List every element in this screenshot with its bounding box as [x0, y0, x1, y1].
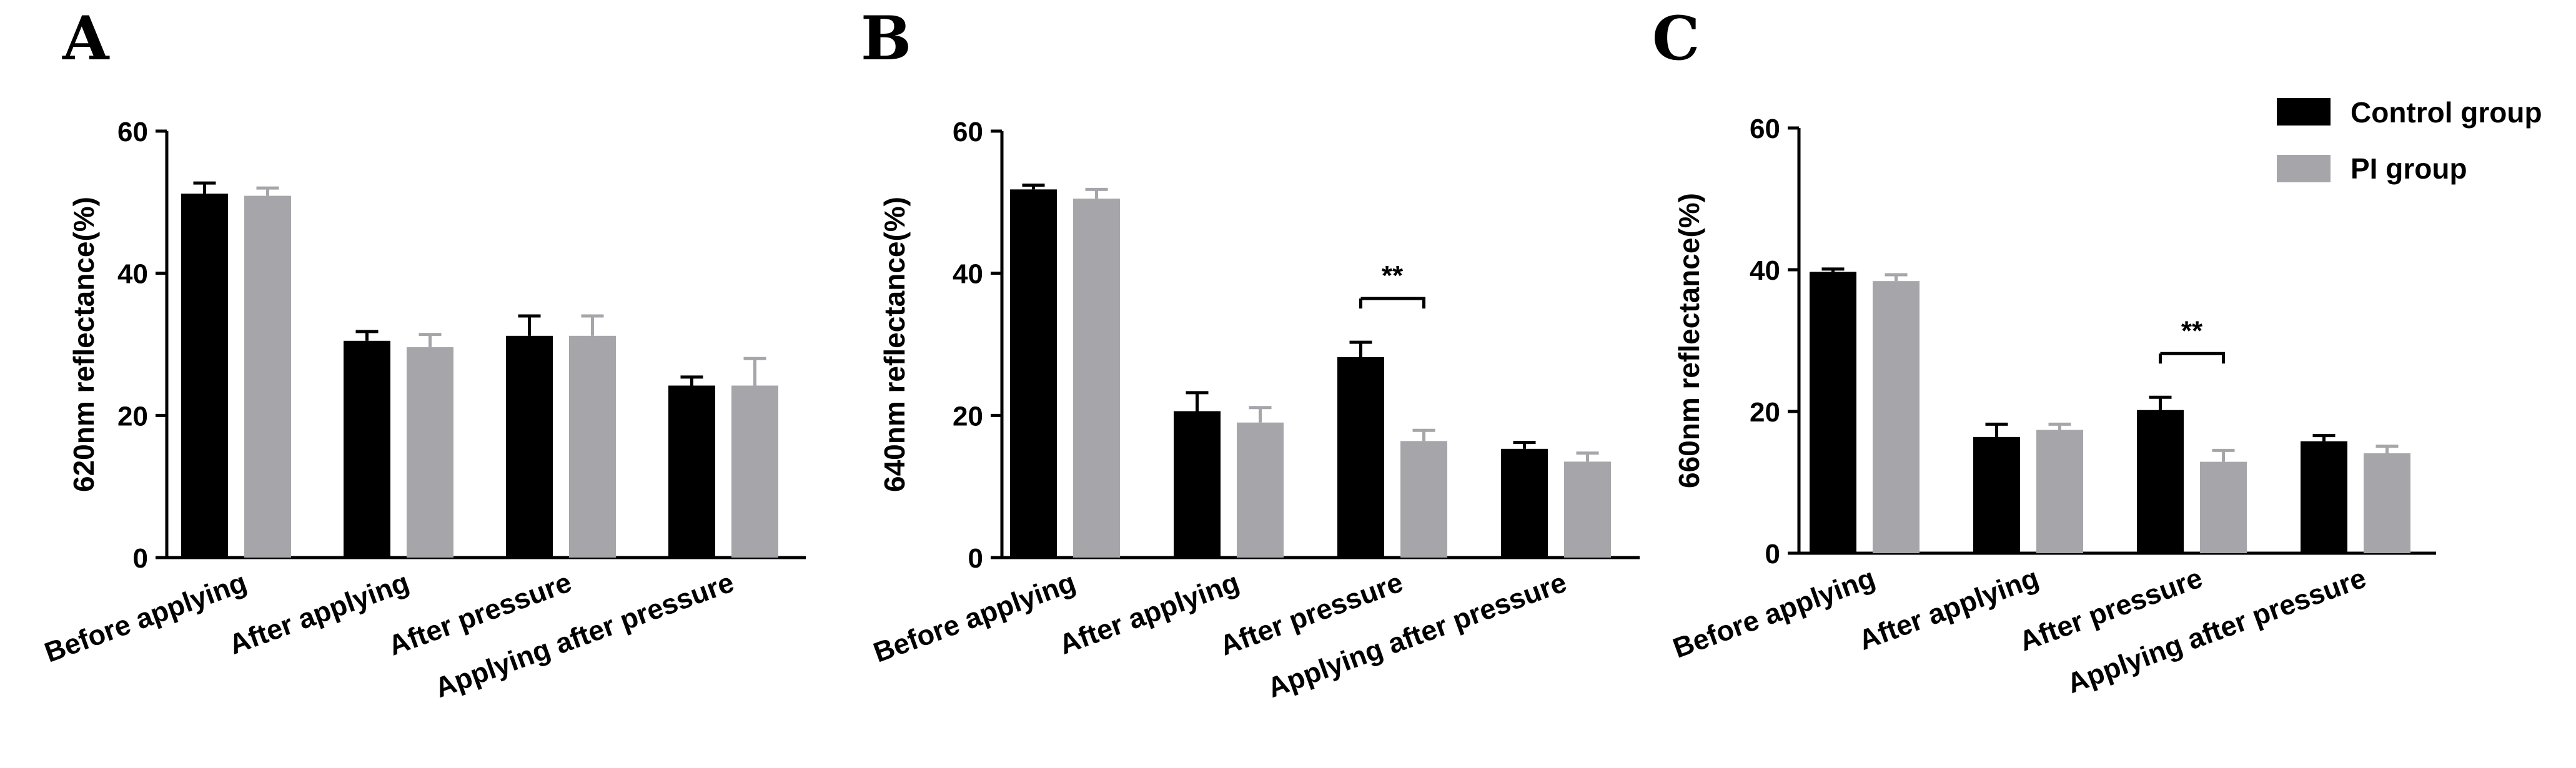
- y-tick-label: 40: [1750, 255, 1780, 286]
- bar-control: [2137, 410, 2184, 553]
- bar-pi: [1873, 281, 1920, 553]
- x-category-label: Applying after pressure: [2063, 561, 2370, 699]
- y-tick-label: 0: [133, 543, 148, 574]
- bar-pi: [1564, 461, 1611, 558]
- bar-pi: [407, 347, 453, 558]
- bar-pi: [1237, 422, 1284, 558]
- legend: Control group PI group: [2277, 96, 2542, 185]
- x-category-label: Before applying: [869, 566, 1079, 668]
- bar-control: [506, 335, 553, 558]
- y-tick-label: 60: [117, 117, 148, 147]
- bar-pi: [2200, 461, 2247, 553]
- legend-swatch-control: [2277, 98, 2331, 126]
- bar-control: [1973, 436, 2020, 553]
- y-tick-label: 20: [1750, 397, 1780, 428]
- y-tick-label: 60: [1750, 114, 1780, 144]
- panel-a: A 0 20 40 60 620nm reflectance(%) Before apply…: [40, 3, 806, 704]
- y-tick-label: 20: [117, 401, 148, 431]
- bar-control: [1337, 357, 1384, 558]
- bar-control: [1174, 411, 1221, 558]
- y-tick-label: 20: [953, 401, 983, 431]
- legend-swatch-pi: [2277, 155, 2331, 182]
- x-category-label: Before applying: [40, 566, 250, 668]
- x-category-label: Applying after pressure: [1263, 566, 1570, 704]
- x-category-label: Applying after pressure: [430, 566, 738, 704]
- y-tick-label: 40: [953, 259, 983, 290]
- panel-b: B 0 20 40 60 640nm reflectance(%) Before apply…: [861, 3, 1640, 704]
- panel-letter-c: C: [1652, 3, 1700, 74]
- y-tick-label: 0: [968, 543, 983, 574]
- bar-pi: [731, 385, 778, 558]
- bar-pi: [244, 195, 291, 558]
- significance-label: **: [1382, 260, 1404, 291]
- x-category-label: After applying: [1855, 561, 2043, 656]
- bar-control: [1010, 189, 1057, 558]
- y-tick-label: 0: [1765, 539, 1780, 569]
- y-axis-title: 660nm reflectance(%): [1673, 193, 1705, 488]
- x-category-label: After applying: [1055, 566, 1244, 660]
- x-category-label: Before applying: [1668, 561, 1879, 664]
- bar-pi: [1073, 199, 1120, 558]
- panel-letter-a: A: [62, 3, 110, 74]
- bar-pi: [2364, 453, 2410, 553]
- bar-control: [344, 340, 390, 558]
- bar-pi: [1400, 441, 1447, 558]
- legend-label-pi: PI group: [2351, 152, 2467, 185]
- bar-control: [668, 385, 715, 558]
- panel-letter-b: B: [861, 3, 911, 74]
- y-axis-title: 640nm reflectance(%): [878, 197, 911, 492]
- bar-control: [2301, 441, 2347, 553]
- bar-control: [181, 194, 228, 558]
- significance-label: **: [2181, 315, 2203, 346]
- x-category-label: After applying: [225, 566, 414, 660]
- y-tick-label: 40: [117, 259, 148, 290]
- significance-bracket: [1360, 297, 1425, 309]
- y-axis-title: 620nm reflectance(%): [67, 197, 100, 492]
- bar-control: [1501, 448, 1548, 558]
- bar-control: [1810, 272, 1856, 553]
- chart-panels: A 0 20 40 60 620nm reflectance(%) Before apply…: [40, 3, 2436, 704]
- legend-label-control: Control group: [2351, 96, 2542, 129]
- bar-pi: [2036, 430, 2083, 553]
- significance-bracket: [2160, 352, 2225, 364]
- y-tick-label: 60: [953, 117, 983, 147]
- bar-pi: [569, 335, 616, 558]
